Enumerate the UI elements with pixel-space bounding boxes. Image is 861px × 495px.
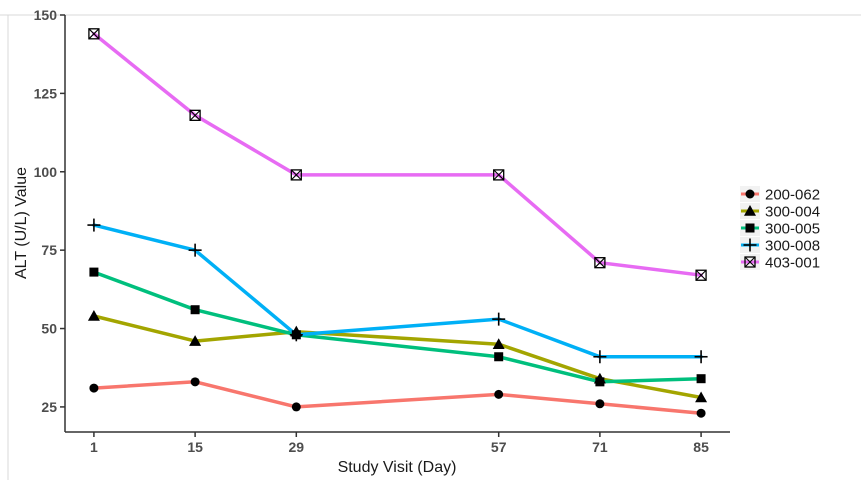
plot-frame [0,14,861,480]
x-tick-label: 71 [592,439,608,455]
data-point-403-001 [189,109,201,121]
data-point-300-008 [694,350,708,364]
data-point-403-001 [695,269,707,281]
legend-key-marker [744,256,756,268]
data-point-300-005 [696,374,706,384]
data-point-403-001 [88,28,100,40]
legend-item: 300-004 [740,203,820,221]
legend-item: 300-005 [740,220,820,238]
legend-label: 200-062 [765,187,820,204]
legend-key-marker [745,189,755,199]
series-line-403-001 [92,32,703,277]
y-tick-label: 100 [34,164,58,180]
legend-label: 300-005 [765,221,820,238]
data-point-300-005 [494,352,504,362]
data-point-403-001 [594,257,606,269]
legend-item: 403-001 [740,254,820,272]
y-tick-label: 75 [41,242,57,258]
legend-label: 403-001 [765,255,820,272]
data-point-300-004 [695,391,708,403]
data-point-403-001 [493,169,505,181]
data-point-200-062 [595,399,605,409]
y-tick-label: 50 [41,321,57,337]
data-point-200-062 [190,377,200,387]
data-point-300-008 [87,218,101,232]
x-tick-label: 29 [289,439,305,455]
data-point-300-005 [89,267,99,277]
legend-key-marker [745,223,755,233]
series-line-300-008 [92,223,703,359]
data-point-300-005 [595,377,605,387]
data-point-403-001 [290,169,302,181]
y-tick-label: 150 [34,7,58,23]
x-tick-label: 15 [187,439,203,455]
y-tick-label: 25 [41,399,57,415]
series-lines [92,32,703,415]
series-line-300-005 [92,270,703,384]
data-point-300-004 [87,309,100,321]
data-point-300-004 [189,335,202,346]
data-point-300-008 [492,312,506,326]
data-point-300-008 [188,243,202,257]
legend-item: 300-008 [740,237,820,255]
data-point-200-062 [696,408,706,418]
legend-label: 300-008 [765,238,820,255]
data-point-300-008 [593,350,607,364]
y-axis-title: ALT (U/L) Value [13,167,30,279]
x-tick-label: 85 [693,439,709,455]
legend-key-marker [743,238,757,252]
data-point-300-008 [289,328,303,342]
x-axis-title: Study Visit (Day) [338,459,457,476]
legend-item: 200-062 [740,186,820,204]
data-point-200-062 [494,389,504,399]
data-point-300-005 [190,305,200,315]
data-point-300-004 [492,338,505,350]
series-line-200-062 [92,380,703,415]
x-tick-label: 57 [491,439,507,455]
y-tick-label: 125 [34,85,58,101]
data-point-200-062 [89,383,99,393]
x-tick-label: 1 [90,439,98,455]
x-axis-ticks: 1 15 29 57 71 85 [90,432,709,455]
series-markers [87,28,708,418]
y-axis-ticks: 25 50 75 100 125 150 [34,7,65,415]
data-point-200-062 [291,402,301,412]
legend-key-marker [744,205,756,216]
legend-label: 300-004 [765,204,820,221]
